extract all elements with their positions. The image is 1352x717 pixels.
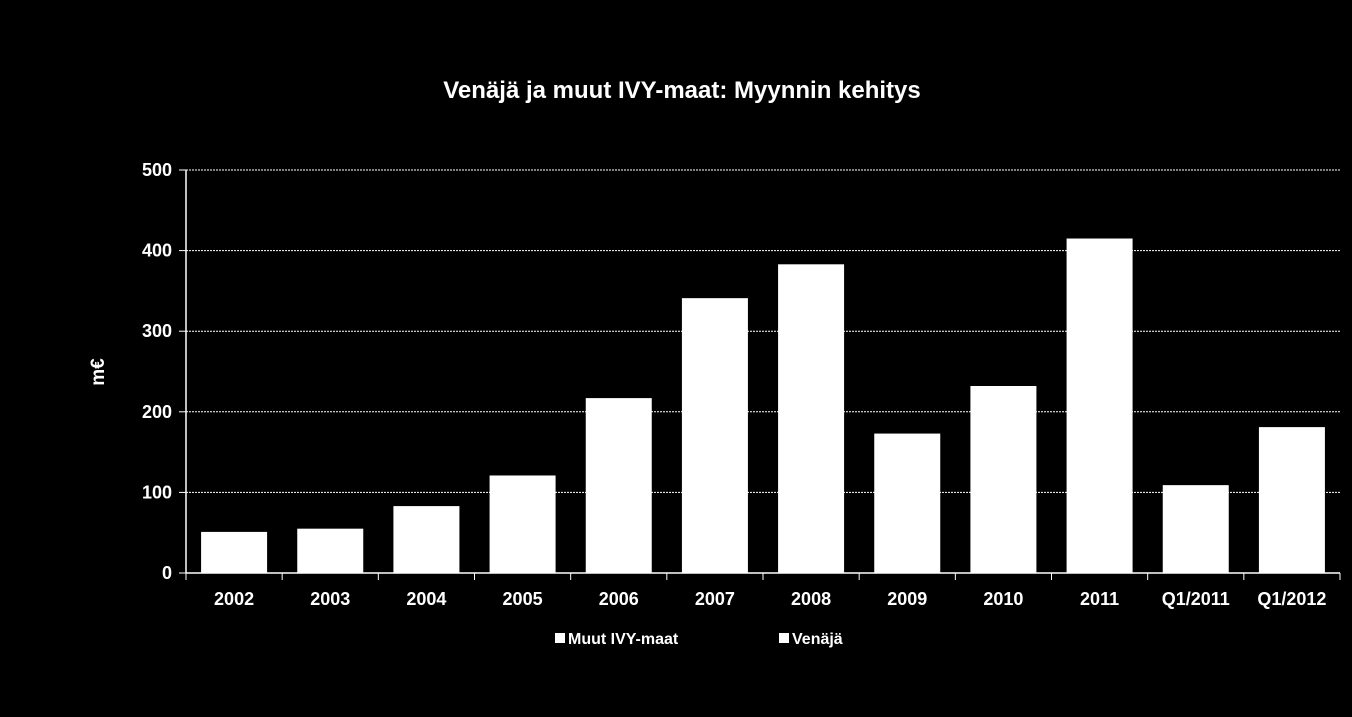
y-tick-label: 400 [142, 241, 172, 261]
legend: Muut IVY-maat Venäjä [555, 631, 843, 648]
x-tick-label: 2004 [406, 589, 446, 609]
legend-swatch [779, 633, 789, 643]
x-tick-label: 2007 [695, 589, 735, 609]
axes [179, 169, 1341, 580]
chart-title: Venäjä ja muut IVY-maat: Myynnin kehitys [443, 77, 920, 104]
x-tick-label: 2002 [214, 589, 254, 609]
y-tick-label: 0 [162, 563, 172, 583]
bar-venäjä [681, 298, 748, 573]
legend-label: Venäjä [792, 631, 843, 648]
x-tick-label: 2011 [1080, 589, 1119, 609]
x-tick-label: 2006 [599, 589, 639, 609]
bar-venäjä [1066, 238, 1133, 573]
legend-label: Muut IVY-maat [568, 631, 679, 648]
x-tick-label: 2003 [310, 589, 350, 609]
gridlines [186, 169, 1340, 493]
bar-venäjä [297, 528, 364, 573]
bar-venäjä [201, 531, 268, 573]
x-tick-label: 2005 [503, 589, 543, 609]
y-tick-labels: 0 100 200 300 400 500 [142, 160, 172, 583]
y-tick-label: 300 [142, 321, 172, 341]
bars [201, 238, 1325, 573]
x-tick-label: Q1/2012 [1257, 589, 1326, 609]
bar-venäjä [489, 475, 556, 573]
bar-venäjä [970, 386, 1037, 573]
bar-venäjä [1162, 485, 1229, 573]
bar-venäjä [1258, 427, 1325, 573]
x-tick-label: Q1/2011 [1162, 589, 1230, 609]
bar-venäjä [778, 264, 845, 573]
y-axis-label: m€ [88, 358, 109, 386]
legend-swatch [555, 633, 565, 643]
x-tick-label: 2009 [887, 589, 927, 609]
y-tick-label: 500 [142, 160, 172, 180]
bar-venäjä [585, 398, 652, 573]
y-tick-label: 200 [142, 402, 172, 422]
x-tick-labels: 2002 2003 2004 2005 2006 2007 2008 2009 2010 2011… [214, 589, 1326, 609]
bar-venäjä [393, 506, 460, 573]
bar-venäjä [874, 433, 941, 573]
x-tick-label: 2010 [983, 589, 1023, 609]
x-tick-label: 2008 [791, 589, 831, 609]
y-tick-label: 100 [142, 482, 172, 502]
